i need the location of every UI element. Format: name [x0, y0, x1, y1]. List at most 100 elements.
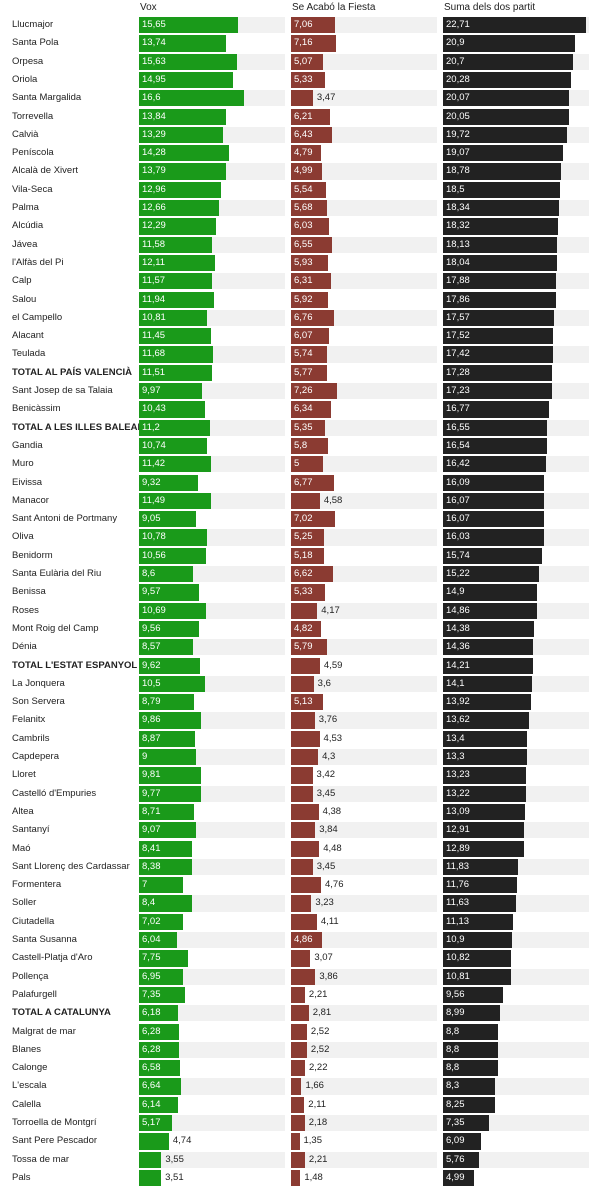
salf-bar	[291, 346, 328, 363]
salf-track	[291, 932, 437, 949]
sum-value-label: 14,38	[446, 622, 470, 634]
salf-track	[291, 1115, 437, 1132]
salf-track	[291, 145, 437, 162]
row-label: Calella	[12, 1098, 42, 1110]
sum-bar	[443, 511, 545, 528]
salf-bar	[291, 895, 312, 912]
salf-track	[291, 858, 437, 876]
sum-bar	[443, 1151, 480, 1168]
sum-bar	[443, 419, 548, 436]
sum-value-label: 12,89	[446, 842, 470, 854]
vox-value-label: 9,97	[142, 385, 161, 396]
row-label: Maó	[12, 842, 31, 854]
vox-bar	[139, 456, 211, 473]
sum-value-label: 16,07	[446, 494, 470, 506]
vox-bar	[139, 932, 178, 949]
salf-value-label: 6,55	[294, 238, 313, 250]
sum-bar	[443, 767, 527, 784]
vox-bar	[139, 1096, 178, 1113]
vox-bar	[139, 291, 215, 308]
vox-value-label: 3,51	[165, 1171, 184, 1183]
salf-bar	[291, 163, 323, 180]
sum-bar	[443, 181, 560, 198]
salf-bar	[291, 145, 322, 162]
salf-bar	[291, 657, 320, 674]
vox-value-label: 10,43	[142, 403, 166, 415]
vox-track	[139, 1151, 285, 1168]
sum-bar	[443, 639, 534, 656]
table-row: Manacor 11,49 4,58 16,07	[0, 492, 601, 510]
row-label: Blanes	[12, 1043, 42, 1055]
column-header-salf: Se Acabó la Fiesta	[292, 2, 376, 13]
sum-bar	[443, 17, 587, 34]
table-row: Torrevella 13,84 6,21 20,05	[0, 108, 601, 126]
table-row: Jávea 11,58 6,55 18,13	[0, 236, 601, 254]
row-label: Sant Pere Pescador	[12, 1135, 98, 1147]
sum-bar	[443, 968, 512, 985]
salf-value-label: 4,53	[323, 732, 343, 744]
sum-value-label: 17,28	[446, 366, 470, 378]
salf-track	[291, 163, 437, 180]
salf-value-label: 5,35	[294, 421, 313, 433]
vox-bar	[139, 419, 210, 436]
salf-value-label: 4,86	[294, 934, 313, 945]
salf-value-label: 2,11	[308, 1098, 327, 1110]
sum-bar	[443, 273, 556, 290]
salf-value-label: 3,42	[316, 769, 336, 781]
sum-bar	[443, 730, 528, 747]
salf-value-label: 2,81	[312, 1007, 332, 1019]
salf-bar	[291, 584, 325, 601]
salf-track	[291, 657, 437, 674]
salf-track	[291, 895, 437, 912]
salf-value-label: 5,93	[294, 256, 313, 268]
sum-bar	[443, 291, 556, 308]
table-row: Benissa 9,57 5,33 14,9	[0, 583, 601, 601]
sum-value-label: 7,35	[446, 1117, 465, 1128]
vox-bar	[139, 602, 207, 619]
row-label: Santa Susanna	[12, 934, 77, 945]
table-row: el Campello 10,81 6,76 17,57	[0, 309, 601, 327]
sum-value-label: 18,13	[446, 238, 470, 250]
salf-value-label: 5,8	[294, 439, 308, 451]
sum-bar	[443, 620, 534, 638]
salf-bar	[291, 803, 319, 821]
vox-value-label: 10,81	[142, 311, 166, 323]
vox-value-label: 10,78	[142, 531, 166, 543]
sum-bar	[443, 35, 575, 52]
vox-bar	[139, 200, 219, 217]
salf-track	[291, 1096, 437, 1113]
vox-value-label: 9,32	[142, 476, 161, 488]
sum-bar	[443, 1096, 495, 1113]
row-label: Ciutadella	[12, 915, 55, 927]
sum-value-label: 16,42	[446, 458, 470, 470]
table-row: L'escala 6,64 1,66 8,3	[0, 1077, 601, 1095]
salf-bar	[291, 90, 313, 107]
vox-value-label: 11,2	[142, 421, 160, 433]
salf-track	[291, 712, 437, 729]
table-row: Muro 11,42 5 16,42	[0, 455, 601, 473]
salf-bar	[291, 822, 316, 839]
vox-bar	[139, 529, 207, 546]
salf-value-label: 4,76	[324, 879, 344, 891]
vox-value-label: 10,56	[142, 549, 166, 561]
salf-value-label: 2,52	[310, 1043, 330, 1055]
table-row: Ciutadella 7,02 4,11 11,13	[0, 913, 601, 931]
vox-bar	[139, 492, 212, 510]
sum-value-label: 8,25	[446, 1098, 465, 1110]
row-label: Manacor	[12, 494, 49, 506]
row-label: Oriola	[12, 73, 38, 85]
vox-bar	[139, 639, 193, 656]
salf-value-label: 6,34	[294, 403, 313, 415]
salf-value-label: 6,07	[294, 330, 313, 342]
sum-value-label: 13,22	[446, 787, 470, 799]
table-row: Calonge 6,58 2,22 8,8	[0, 1059, 601, 1077]
sum-bar	[443, 1060, 499, 1077]
salf-bar	[291, 364, 328, 381]
vox-bar	[139, 1169, 162, 1187]
salf-bar	[291, 639, 328, 656]
vox-bar	[139, 1005, 178, 1022]
column-header-vox: Vox	[140, 2, 157, 13]
sum-value-label: 14,36	[446, 641, 470, 653]
table-row: La Jonquera 10,5 3,6 14,1	[0, 675, 601, 693]
row-label: Alacant	[12, 330, 44, 342]
